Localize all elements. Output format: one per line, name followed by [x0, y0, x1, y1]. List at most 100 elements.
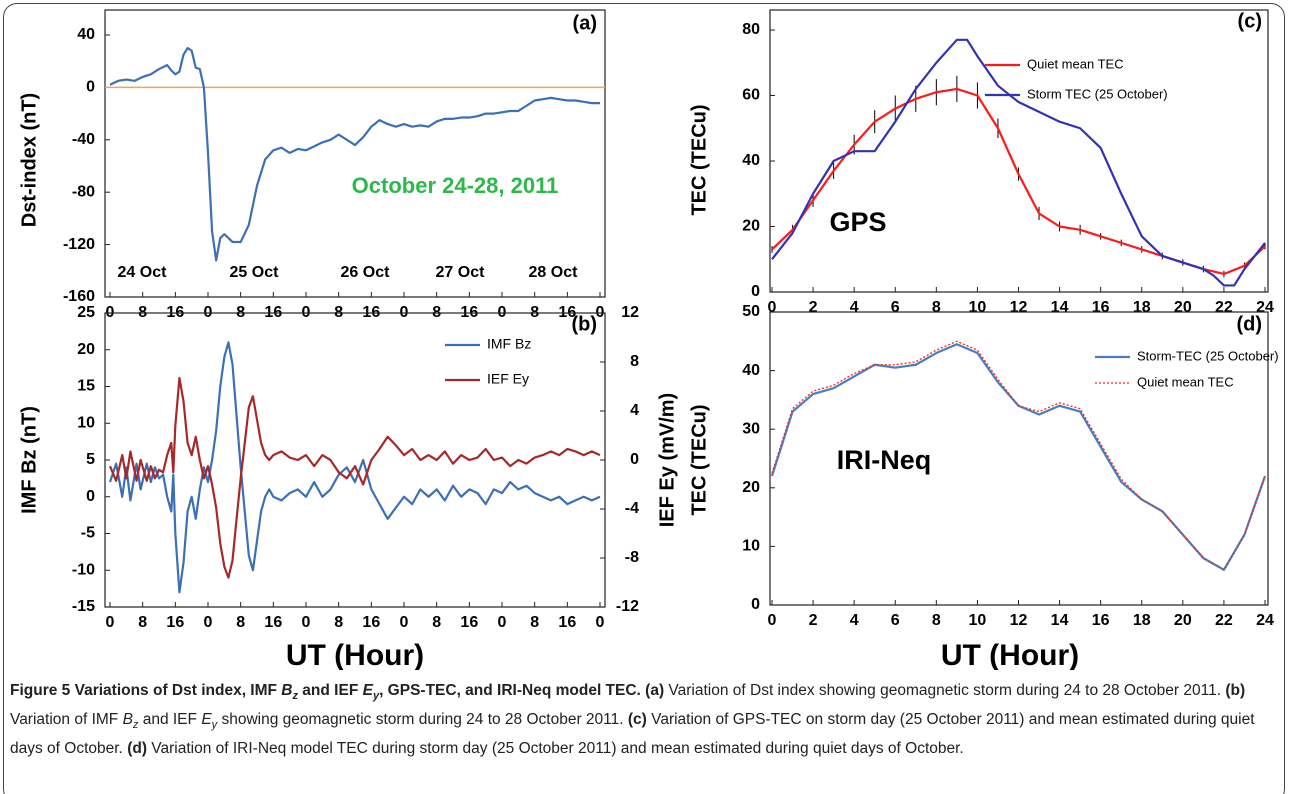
x-tick-label: 0 — [204, 614, 213, 631]
series-line — [771, 38, 1266, 287]
y2-tick-label: 8 — [630, 353, 639, 370]
plot-frame — [104, 9, 606, 298]
y-tick-label: -10 — [72, 561, 95, 578]
legend-label: Quiet mean TEC — [1027, 56, 1124, 71]
y-tick-label: -40 — [72, 131, 95, 148]
x-tick-label: 8 — [138, 614, 147, 631]
x-tick-label: 16 — [1092, 612, 1110, 629]
annotation: (d) — [1236, 313, 1262, 335]
x-tick-label: 0 — [400, 614, 409, 631]
y2-tick-label: 0 — [630, 451, 639, 468]
caption-text: B — [122, 711, 133, 729]
x-tick-label: 4 — [850, 612, 859, 629]
x-tick-label: 8 — [236, 614, 245, 631]
y-tick-label: 80 — [742, 21, 760, 38]
caption-text: Figure 5 Variations of Dst index, IMF — [10, 682, 282, 699]
x-tick-label: 6 — [891, 299, 900, 316]
y-tick-label: 25 — [77, 304, 95, 321]
x-tick-label: 12 — [1010, 299, 1028, 316]
x-tick-label: 0 — [302, 614, 311, 631]
y2-tick-label: -4 — [625, 500, 639, 517]
caption-title: Figure 5 Variations of Dst index, IMF Bz… — [10, 682, 665, 703]
y-tick-label: 50 — [742, 303, 760, 320]
x-tick-label: 18 — [1133, 299, 1151, 316]
annotation: GPS — [829, 207, 886, 237]
y2-tick-label: -12 — [616, 598, 639, 615]
x-tick-label: 14 — [1051, 299, 1069, 316]
y-tick-label: 0 — [86, 488, 95, 505]
series-line — [771, 87, 1266, 276]
caption-text: Variation of IRI-Neq model TEC during st… — [146, 740, 964, 758]
legend-label: IMF Bz — [487, 336, 531, 352]
y-tick-label: 0 — [751, 596, 760, 613]
x-tick-label: 22 — [1215, 299, 1233, 316]
x-tick-label: 0 — [106, 614, 115, 631]
caption-text: E — [362, 682, 373, 699]
y-tick-label: 15 — [77, 378, 95, 395]
caption: Figure 5 Variations of Dst index, IMF Bz… — [10, 679, 1280, 760]
caption-text: y — [211, 719, 218, 732]
y-tick-label: -15 — [72, 598, 95, 615]
x-tick-label: 8 — [932, 299, 941, 316]
y-tick-label: 40 — [77, 26, 95, 43]
caption-text: B — [281, 682, 293, 699]
x-tick-label: 20 — [1174, 299, 1192, 316]
x-tick-label: 0 — [498, 614, 507, 631]
caption-text: (d) — [127, 740, 147, 758]
caption-text: (b) — [1225, 682, 1246, 699]
y-tick-label: 20 — [742, 479, 760, 496]
y-tick-label: 5 — [86, 451, 95, 468]
x-tick-label: 0 — [768, 299, 777, 316]
y-tick-label: -120 — [63, 236, 95, 253]
y-tick-label: -80 — [72, 183, 95, 200]
y-tick-label: 10 — [77, 414, 95, 431]
x-tick-label: 12 — [1010, 612, 1028, 629]
y-tick-label: 40 — [742, 362, 760, 379]
x-tick-label: 8 — [932, 612, 941, 629]
x-axis-label: UT (Hour) — [286, 639, 424, 670]
legend-label: Storm-TEC (25 October) — [1137, 348, 1279, 363]
annotation: (a) — [573, 12, 597, 34]
y-tick-label: 20 — [742, 218, 760, 235]
y-tick-label: -160 — [63, 288, 95, 305]
legend-label: Storm TEC (25 October) — [1027, 86, 1168, 101]
caption-text: and IEF — [138, 711, 202, 729]
annotation: 26 Oct — [341, 264, 391, 281]
annotation: (b) — [571, 313, 597, 335]
y-tick-label: 10 — [742, 538, 760, 555]
series-line — [109, 47, 600, 262]
y-tick-label: 0 — [751, 283, 760, 300]
caption-text: (a) — [645, 682, 665, 699]
annotation: October 24-28, 2011 — [352, 173, 559, 198]
x-tick-label: 16 — [166, 614, 184, 631]
caption-text: Variation of GPS-TEC on storm day (25 Oc… — [10, 711, 1255, 758]
x-tick-label: 24 — [1256, 612, 1274, 629]
annotation: 25 Oct — [230, 264, 280, 281]
x-tick-label: 22 — [1215, 612, 1233, 629]
x-tick-label: 2 — [809, 612, 818, 629]
y-tick-label: 30 — [742, 420, 760, 437]
x-tick-label: 2 — [809, 299, 818, 316]
x-tick-label: 16 — [264, 614, 282, 631]
series-line — [771, 340, 1266, 571]
caption-text: , GPS-TEC, and IRI-Neq model TEC. — [379, 682, 646, 699]
x-axis-label: UT (Hour) — [941, 639, 1079, 670]
annotation: 28 Oct — [529, 264, 579, 281]
y2-axis-label: IEF Ey (mV/m) — [656, 393, 678, 527]
x-tick-label: 16 — [362, 614, 380, 631]
y-axis-label: Dst-index (nT) — [18, 93, 40, 227]
caption-text: Variation of IMF — [10, 711, 123, 729]
caption-text: y — [372, 690, 380, 703]
x-tick-label: 16 — [1092, 299, 1110, 316]
x-tick-label: 8 — [334, 614, 343, 631]
x-tick-label: 0 — [596, 614, 605, 631]
annotation: (c) — [1238, 10, 1262, 32]
x-tick-label: 0 — [768, 612, 777, 629]
annotation: 24 Oct — [118, 264, 168, 281]
legend-label: Quiet mean TEC — [1137, 374, 1234, 389]
x-tick-label: 8 — [432, 614, 441, 631]
caption-text: z — [292, 690, 299, 703]
y-axis-label: TEC (TECu) — [688, 404, 710, 515]
